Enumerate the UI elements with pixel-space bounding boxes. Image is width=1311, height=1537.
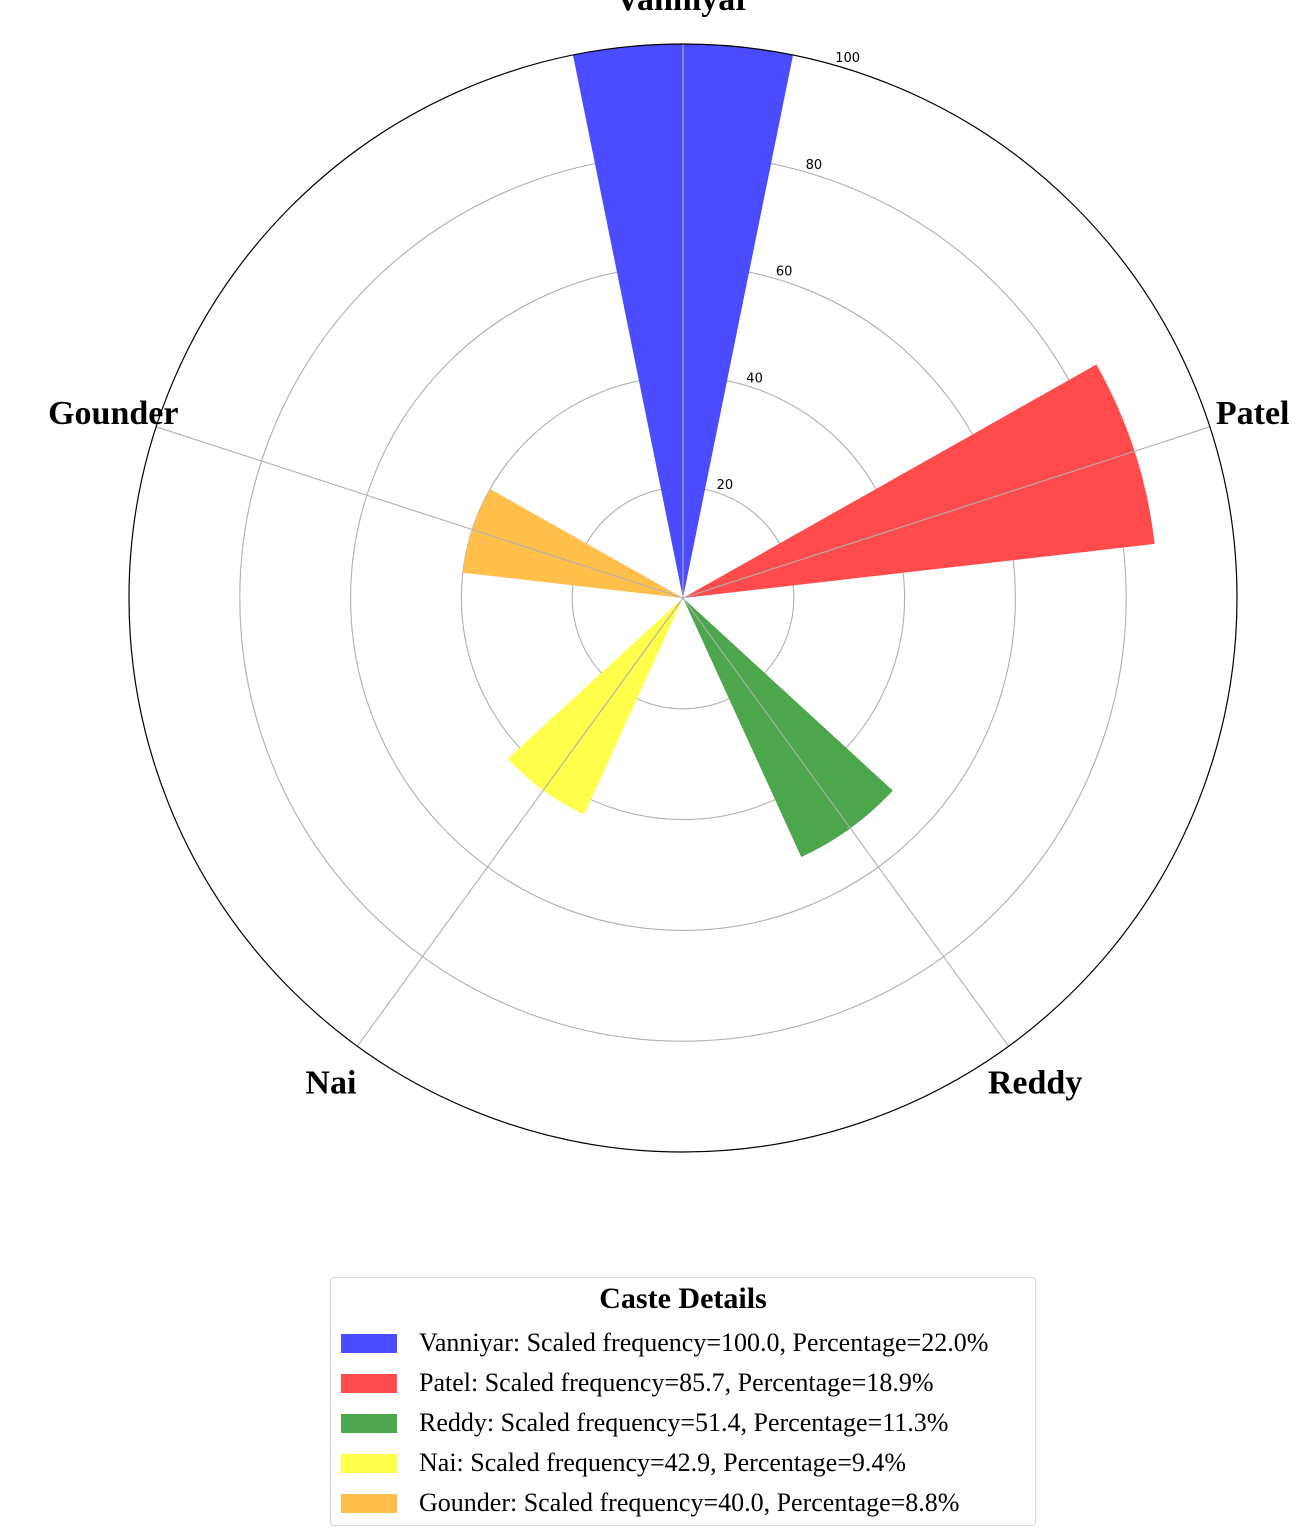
radial-tick-label: 100 [835,51,860,66]
legend-swatch [341,1373,397,1393]
bar-gounder [462,489,683,598]
bar-patel [683,364,1155,598]
category-label: Gounder [48,395,178,432]
legend-item: Reddy: Scaled frequency=51.4, Percentage… [341,1408,948,1438]
legend-item: Vanniyar: Scaled frequency=100.0, Percen… [341,1328,988,1358]
category-label: Reddy [988,1065,1082,1102]
category-label: Patel [1216,395,1290,432]
spoke-line [155,426,684,599]
legend-swatch [341,1453,397,1473]
bar-reddy [683,598,893,858]
legend-label: Vanniyar: Scaled frequency=100.0, Percen… [419,1328,989,1357]
angular-gridlines [155,44,1211,1047]
radial-tick-label: 20 [717,478,734,493]
category-labels: Vanniyar Patel Reddy Nai Gounder [48,0,1289,1102]
radial-tick-labels: 20 40 60 80 100 [717,51,860,493]
legend-label: Reddy: Scaled frequency=51.4, Percentage… [419,1408,949,1437]
radial-tick-label: 40 [746,372,763,387]
spoke-line [682,597,1010,1047]
radial-tick-label: 80 [806,158,823,173]
polar-frame [128,43,1238,1153]
legend-label: Gounder: Scaled frequency=40.0, Percenta… [419,1488,960,1517]
spoke-line [356,597,684,1047]
category-label: Vanniyar [616,0,751,18]
legend-swatch [341,1413,397,1433]
legend-title: Caste Details [599,1282,767,1315]
radial-tick-label: 60 [776,265,793,280]
legend-label: Nai: Scaled frequency=42.9, Percentage=9… [419,1448,907,1477]
category-label: Nai [305,1065,356,1102]
spoke-line [682,426,1211,599]
bar-nai [507,598,683,815]
legend-swatch [341,1333,397,1353]
legend-item: Gounder: Scaled frequency=40.0, Percenta… [341,1488,959,1518]
legend-item: Patel: Scaled frequency=85.7, Percentage… [341,1368,933,1398]
legend-label: Patel: Scaled frequency=85.7, Percentage… [419,1368,934,1397]
legend-swatch [341,1493,397,1513]
legend-item: Nai: Scaled frequency=42.9, Percentage=9… [341,1448,906,1478]
legend: Caste Details Vanniyar: Scaled frequency… [330,1277,1036,1526]
